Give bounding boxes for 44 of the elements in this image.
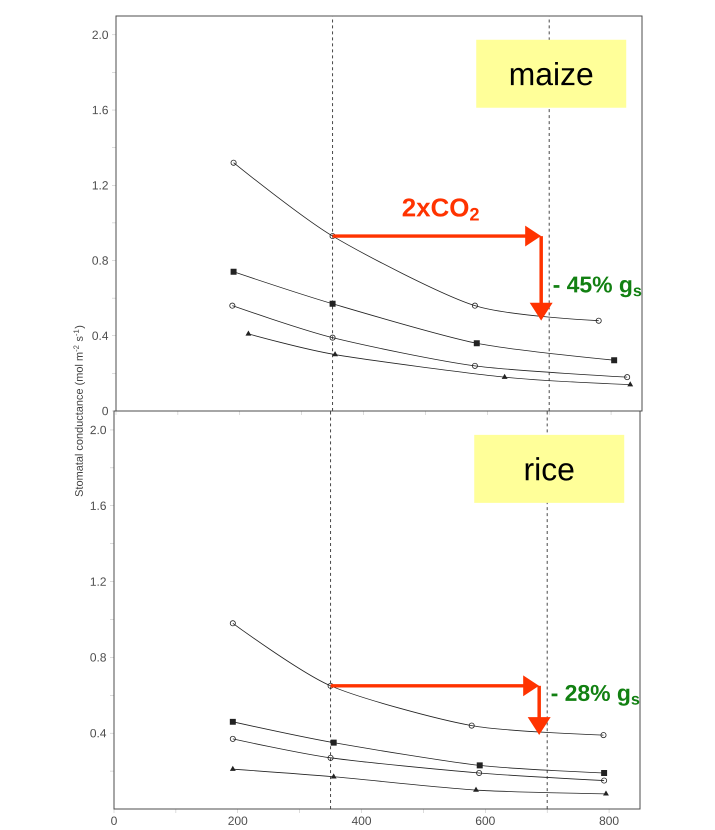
x-tick-label: 800 <box>600 816 619 825</box>
point <box>230 766 236 771</box>
point <box>611 357 618 364</box>
point <box>628 382 633 386</box>
annotation: - 45% g$_{s}$ <box>554 276 642 298</box>
y-tick-label: 2.0 <box>92 30 108 40</box>
point <box>473 787 479 792</box>
annotation: rice <box>526 457 574 481</box>
y-tick-label: 1.2 <box>90 577 106 586</box>
point <box>472 302 478 309</box>
y-tick-label: 1.2 <box>92 181 108 190</box>
annotation: maize <box>510 62 592 86</box>
point <box>476 762 483 768</box>
point <box>331 774 336 778</box>
point <box>603 790 609 796</box>
point <box>474 340 480 346</box>
y-tick-label: 0.4 <box>92 332 108 340</box>
point <box>328 754 334 761</box>
point <box>246 330 252 336</box>
y-tick-label: 2.0 <box>90 426 106 434</box>
y-tick-label: 1.6 <box>92 106 108 114</box>
point <box>230 268 237 275</box>
annotation: 2xCO$_{2}$ <box>402 198 479 221</box>
point <box>330 334 336 341</box>
point <box>330 740 337 746</box>
point <box>472 362 478 369</box>
y-tick-label: 0.8 <box>90 653 106 662</box>
x-tick-label: 600 <box>476 816 495 825</box>
point <box>476 770 482 776</box>
point <box>230 718 236 725</box>
y-axis-title: Stomatal conductance (mol m$^{-2}$ s$^{-1}$) <box>73 326 86 496</box>
point <box>468 722 475 729</box>
y-tick-label: 1.6 <box>90 502 106 510</box>
y-tick-label: 0.8 <box>92 256 108 265</box>
x-tick-label: 0 <box>111 816 117 825</box>
x-tick-label: 200 <box>228 816 248 825</box>
point <box>332 352 338 356</box>
y-tick-label: 0 <box>102 406 108 416</box>
y-tick-label: 0.4 <box>90 728 106 738</box>
point <box>330 300 336 307</box>
annotation: - 28% g$_{s}$ <box>552 684 640 706</box>
x-tick-label: 400 <box>352 816 372 825</box>
point <box>601 770 608 776</box>
point <box>502 374 508 379</box>
